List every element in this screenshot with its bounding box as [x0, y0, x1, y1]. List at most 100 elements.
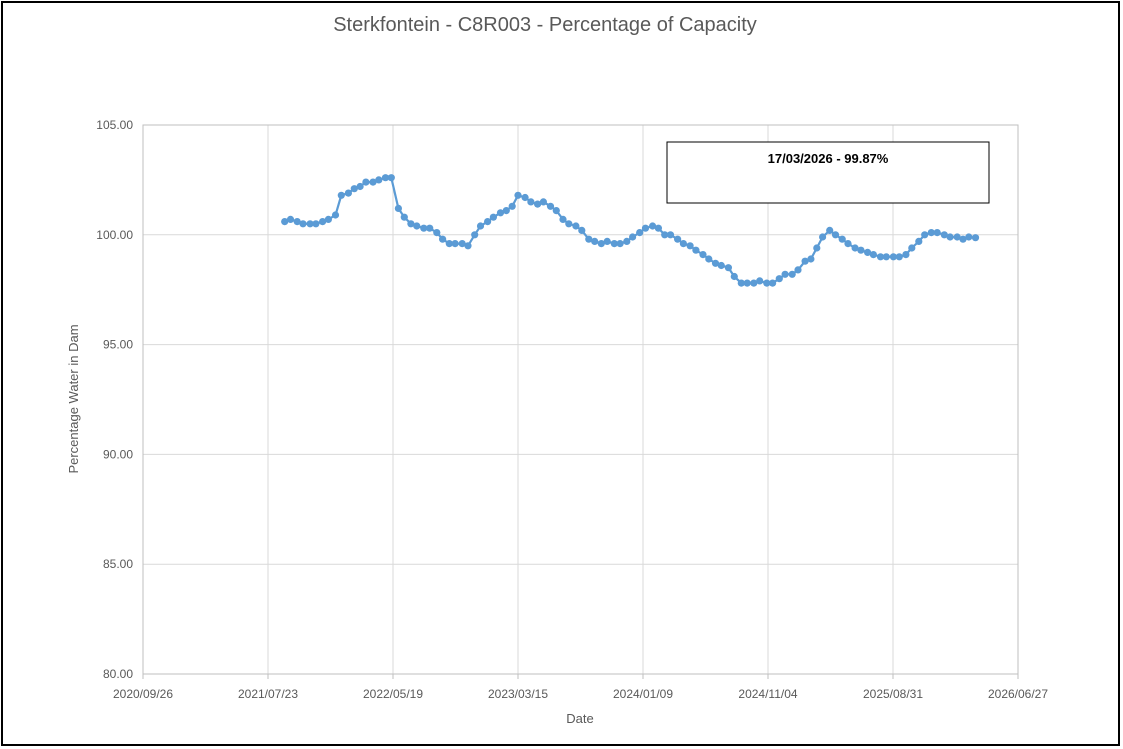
- data-point: [324, 215, 332, 223]
- data-point: [407, 220, 415, 228]
- data-point: [597, 240, 605, 248]
- data-point: [433, 229, 441, 237]
- y-tick-label: 105.00: [96, 118, 133, 132]
- data-point: [763, 279, 771, 287]
- data-point: [445, 240, 453, 248]
- x-tick-label: 2022/05/19: [363, 687, 423, 701]
- data-point: [908, 244, 916, 252]
- y-tick-label: 90.00: [103, 447, 133, 461]
- data-point: [331, 211, 340, 219]
- data-point: [730, 272, 738, 281]
- data-point: [666, 231, 675, 239]
- data-point: [585, 235, 593, 243]
- data-point: [686, 242, 694, 250]
- data-point: [794, 266, 802, 274]
- data-point: [623, 237, 631, 245]
- data-point: [476, 222, 485, 230]
- data-point: [851, 244, 859, 252]
- data-point: [959, 235, 967, 243]
- plot-area-border: [142, 124, 1019, 675]
- data-point: [857, 246, 865, 254]
- y-tick-label: 95.00: [103, 338, 133, 352]
- data-point: [375, 176, 383, 184]
- annotation-box: [666, 141, 990, 204]
- data-point: [400, 213, 408, 221]
- chart-title: Sterkfontein - C8R003 - Percentage of Ca…: [333, 14, 757, 36]
- data-point: [578, 226, 586, 234]
- data-point: [559, 215, 567, 223]
- data-point: [838, 235, 846, 243]
- data-point: [953, 233, 961, 241]
- data-point: [649, 222, 657, 230]
- data-point: [705, 255, 713, 263]
- data-point: [661, 231, 669, 239]
- annotation-text: 17/03/2026 - 99.87%: [768, 151, 889, 166]
- data-point: [876, 253, 885, 261]
- data-point: [641, 224, 650, 232]
- data-point: [471, 231, 479, 239]
- data-point: [921, 231, 929, 239]
- x-axis-label: Date: [566, 711, 593, 726]
- y-axis-label: Percentage Water in Dam: [66, 324, 81, 473]
- data-point: [965, 233, 973, 241]
- data-point: [356, 182, 364, 191]
- data-point: [319, 218, 327, 226]
- data-point: [679, 240, 688, 248]
- data-point: [521, 193, 529, 202]
- data-point: [781, 270, 789, 278]
- data-point: [971, 234, 980, 242]
- data-point: [927, 229, 935, 237]
- x-tick-label: 2020/09/26: [113, 687, 173, 701]
- x-tick-label: 2025/08/31: [863, 687, 923, 701]
- series-line: [281, 174, 980, 287]
- data-point: [458, 240, 466, 248]
- data-point: [413, 222, 421, 230]
- data-point: [508, 202, 516, 210]
- data-point: [286, 215, 295, 223]
- data-point: [769, 279, 777, 287]
- data-point: [889, 253, 898, 261]
- x-tick-label: 2026/06/27: [988, 687, 1048, 701]
- data-point: [426, 224, 434, 232]
- data-point: [362, 178, 370, 186]
- data-point: [546, 202, 555, 210]
- data-point: [717, 261, 725, 270]
- x-tick-label: 2023/03/15: [488, 687, 548, 701]
- data-point: [293, 218, 301, 226]
- data-point: [616, 240, 624, 248]
- data-point: [603, 237, 611, 245]
- data-point: [451, 240, 459, 248]
- data-point: [807, 255, 815, 263]
- data-point: [591, 237, 599, 245]
- data-point: [940, 231, 948, 239]
- y-tick-label: 100.00: [96, 228, 133, 242]
- y-tick-label: 85.00: [103, 557, 133, 571]
- data-point: [344, 189, 352, 197]
- data-point: [514, 191, 522, 199]
- data-point: [281, 218, 289, 226]
- data-point: [312, 220, 320, 228]
- data-point: [502, 207, 510, 215]
- x-tick-label: 2024/01/09: [613, 687, 673, 701]
- data-point: [813, 244, 821, 252]
- data-point: [674, 235, 682, 243]
- data-point: [882, 253, 890, 261]
- data-point: [527, 198, 535, 206]
- data-point: [819, 233, 827, 241]
- y-tick-label: 80.00: [103, 667, 133, 681]
- data-point: [489, 213, 497, 221]
- data-point: [869, 251, 878, 259]
- x-tick-label: 2024/11/04: [738, 687, 797, 701]
- data-point: [737, 279, 745, 287]
- chart-grid: [143, 124, 1018, 675]
- data-point: [299, 220, 307, 228]
- data-point: [350, 185, 358, 193]
- data-point: [464, 242, 472, 250]
- data-point: [387, 174, 395, 182]
- data-point: [826, 226, 834, 234]
- data-point: [801, 257, 809, 265]
- data-point: [629, 233, 637, 241]
- data-point: [552, 207, 560, 215]
- data-point: [369, 178, 377, 186]
